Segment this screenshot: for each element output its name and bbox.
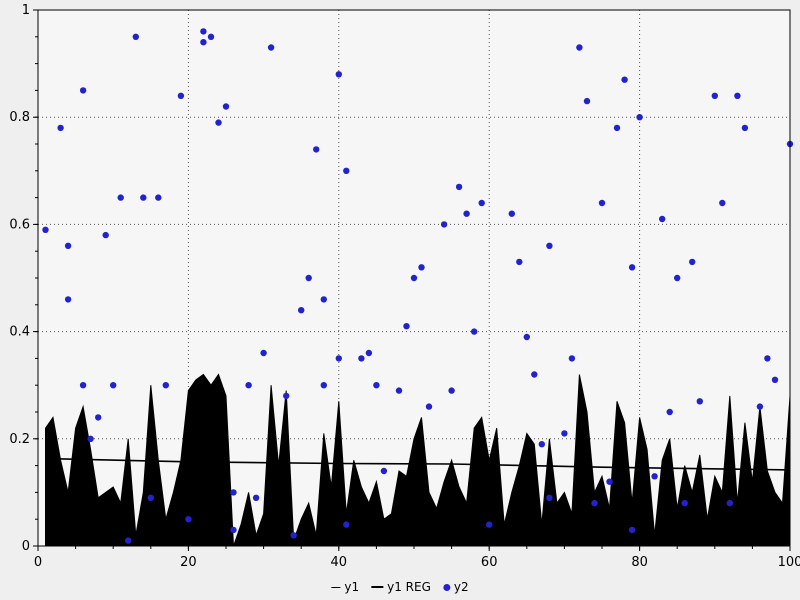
legend-item-y1: y1 <box>331 580 359 594</box>
legend: y1 y1 REG y2 <box>331 580 469 594</box>
legend-label-y1-reg: y1 REG <box>387 580 431 594</box>
legend-label-y2: y2 <box>453 580 469 594</box>
y-axis-tick-label: 0.4 <box>9 325 30 340</box>
x-axis-tick-label: 80 <box>631 555 648 570</box>
y-axis-tick-label: 0.2 <box>9 432 30 447</box>
x-axis-tick-label: 20 <box>180 555 197 570</box>
y1-reg-line <box>45 457 791 471</box>
y-axis-tick-label: 0 <box>22 539 30 554</box>
y2-dot-icon <box>442 583 450 591</box>
legend-item-y1-reg: y1 REG <box>371 580 431 594</box>
x-axis-tick-label: 0 <box>34 555 42 570</box>
y1-line-icon <box>331 586 341 588</box>
x-axis-tick-label: 40 <box>331 555 348 570</box>
y-axis-tick-label: 1 <box>22 3 30 18</box>
legend-label-y1: y1 <box>344 580 360 594</box>
axis-labels: 0 20 40 60 80 100 0 0.2 0.4 0.6 0.8 1 <box>9 3 800 570</box>
x-axis-tick-label: 60 <box>481 555 498 570</box>
y-axis-tick-label: 0.6 <box>9 217 30 232</box>
axes <box>33 9 791 551</box>
x-axis-tick-label: 100 <box>778 555 800 570</box>
y2-points <box>42 28 794 544</box>
y1-area <box>45 373 791 547</box>
legend-item-y2: y2 <box>442 580 469 594</box>
y1-reg-line-icon <box>371 586 384 588</box>
y-axis-tick-label: 0.8 <box>9 110 30 125</box>
